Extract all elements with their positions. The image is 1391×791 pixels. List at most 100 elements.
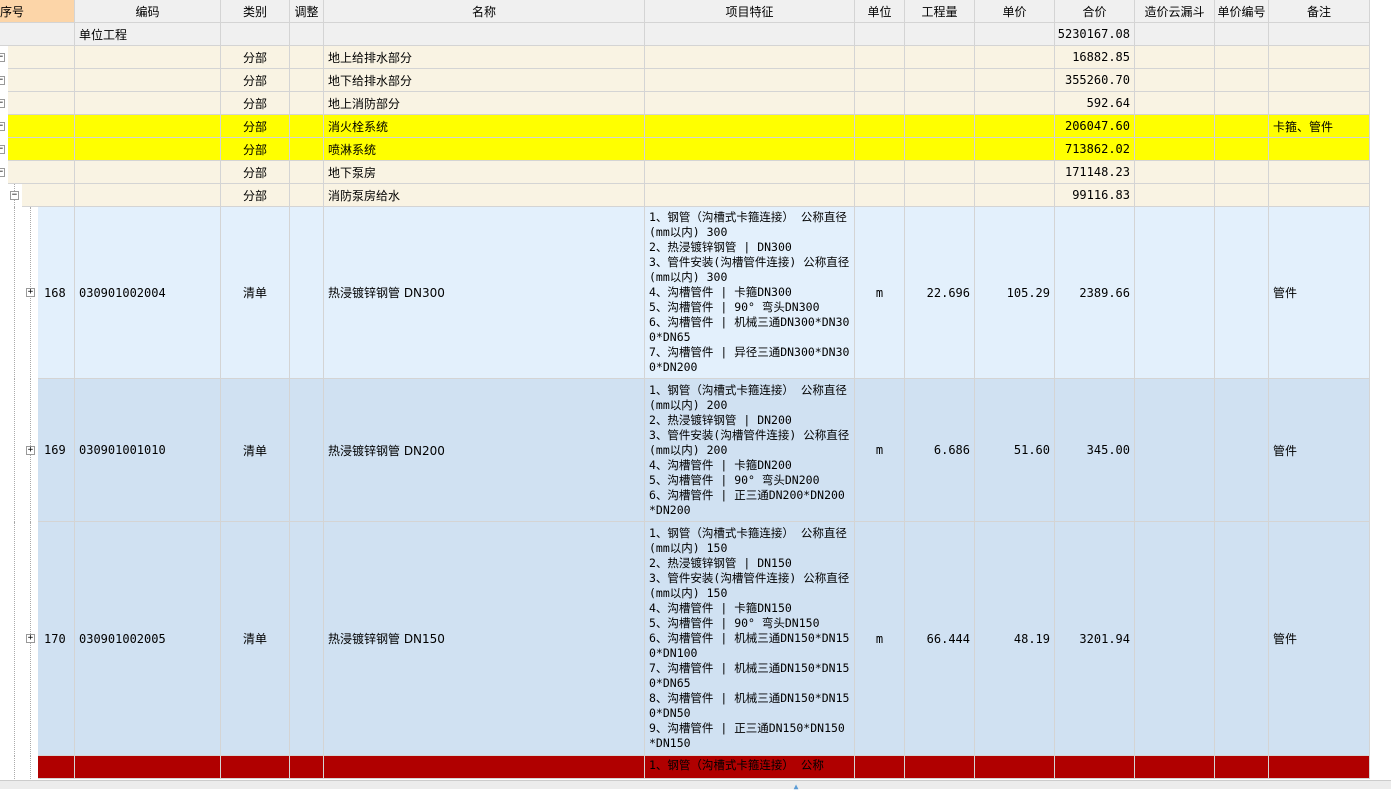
cell-type[interactable]: 分部 — [221, 69, 290, 92]
cell-adjust[interactable] — [290, 207, 324, 379]
cell-type[interactable] — [221, 23, 290, 46]
cell-price[interactable] — [975, 756, 1055, 779]
cell-total[interactable]: 99116.83 — [1055, 184, 1135, 207]
cell-cloud-funnel[interactable] — [1135, 69, 1215, 92]
cell-type[interactable]: 清单 — [221, 522, 290, 756]
cell-unit[interactable] — [855, 184, 905, 207]
cell-features[interactable] — [645, 92, 855, 115]
cell-qty[interactable] — [905, 69, 975, 92]
cell-code[interactable] — [75, 46, 221, 69]
cell-note[interactable] — [1269, 23, 1370, 46]
cell-type[interactable]: 清单 — [221, 207, 290, 379]
expand-plus-icon[interactable]: + — [26, 633, 35, 643]
cell-note[interactable] — [1269, 138, 1370, 161]
cell-note[interactable] — [1269, 184, 1370, 207]
cell-name[interactable]: 消防泵房给水 — [324, 184, 645, 207]
cell-total[interactable]: 5230167.08 — [1055, 23, 1135, 46]
scroll-arrow-icon[interactable]: ▲ — [793, 782, 799, 791]
section-row[interactable]: − 分部 地下给排水部分 355260.70 — [0, 69, 1370, 92]
cell-name[interactable]: 地上消防部分 — [324, 92, 645, 115]
cell-features[interactable]: 1、钢管（沟槽式卡箍连接） 公称直径(mm以内) 200 2、热浸镀锌钢管 | D… — [645, 379, 855, 522]
cell-features[interactable]: 1、钢管（沟槽式卡箍连接） 公称直径(mm以内) 150 2、热浸镀锌钢管 | D… — [645, 522, 855, 756]
collapse-minus-icon[interactable]: − — [0, 167, 5, 177]
cell-price-code[interactable] — [1215, 379, 1269, 522]
cell-price-code[interactable] — [1215, 184, 1269, 207]
cell-price-code[interactable] — [1215, 115, 1269, 138]
cell-price[interactable] — [975, 23, 1055, 46]
cell-features[interactable] — [645, 138, 855, 161]
cell-price[interactable]: 105.29 — [975, 207, 1055, 379]
cell-unit[interactable]: m — [855, 379, 905, 522]
cell-features[interactable] — [645, 161, 855, 184]
collapse-minus-icon[interactable]: − — [0, 144, 5, 154]
collapse-minus-icon[interactable]: − — [0, 98, 5, 108]
cell-features[interactable] — [645, 46, 855, 69]
cell-price[interactable] — [975, 92, 1055, 115]
cell-price-code[interactable] — [1215, 138, 1269, 161]
cell-unit[interactable] — [855, 69, 905, 92]
cell-note[interactable]: 卡箍、管件 — [1269, 115, 1370, 138]
cell-price-code[interactable] — [1215, 756, 1269, 779]
cell-price[interactable]: 51.60 — [975, 379, 1055, 522]
cell-seq[interactable]: − — [0, 161, 75, 184]
cell-adjust[interactable] — [290, 46, 324, 69]
cell-unit[interactable] — [855, 161, 905, 184]
cell-adjust[interactable] — [290, 115, 324, 138]
section-row[interactable]: − 分部 地下泵房 171148.23 — [0, 161, 1370, 184]
cell-price-code[interactable] — [1215, 207, 1269, 379]
cell-adjust[interactable] — [290, 69, 324, 92]
column-header-name[interactable]: 名称 — [324, 0, 645, 23]
cell-name[interactable] — [324, 23, 645, 46]
cell-total[interactable]: 713862.02 — [1055, 138, 1135, 161]
column-header-cloud-funnel[interactable]: 造价云漏斗 — [1135, 0, 1215, 23]
cell-name[interactable]: 热浸镀锌钢管 DN200 — [324, 379, 645, 522]
column-header-seq[interactable]: 序号 — [0, 0, 75, 23]
cell-seq[interactable]: − — [0, 115, 75, 138]
cell-qty[interactable]: 6.686 — [905, 379, 975, 522]
cell-type[interactable]: 分部 — [221, 138, 290, 161]
cell-qty[interactable] — [905, 161, 975, 184]
cell-adjust[interactable] — [290, 379, 324, 522]
cell-cloud-funnel[interactable] — [1135, 184, 1215, 207]
expand-plus-icon[interactable]: + — [26, 287, 35, 297]
cell-unit[interactable]: m — [855, 522, 905, 756]
cell-total[interactable]: 345.00 — [1055, 379, 1135, 522]
collapse-minus-icon[interactable]: − — [0, 52, 5, 62]
cell-name[interactable]: 喷淋系统 — [324, 138, 645, 161]
column-header-features[interactable]: 项目特征 — [645, 0, 855, 23]
cell-total[interactable]: 355260.70 — [1055, 69, 1135, 92]
cell-adjust[interactable] — [290, 184, 324, 207]
cell-cloud-funnel[interactable] — [1135, 522, 1215, 756]
cell-unit[interactable] — [855, 92, 905, 115]
cell-name[interactable]: 地上给排水部分 — [324, 46, 645, 69]
cell-price[interactable] — [975, 115, 1055, 138]
cell-type[interactable]: 分部 — [221, 92, 290, 115]
cell-code[interactable] — [75, 92, 221, 115]
cell-cloud-funnel[interactable] — [1135, 379, 1215, 522]
cell-seq[interactable]: 168 + — [0, 207, 75, 379]
column-header-type[interactable]: 类别 — [221, 0, 290, 23]
cell-type[interactable]: 清单 — [221, 379, 290, 522]
cell-adjust[interactable] — [290, 161, 324, 184]
item-row[interactable]: 169 +030901001010 清单 热浸镀锌钢管 DN200 1、钢管（沟槽式卡箍… — [0, 379, 1370, 522]
cell-adjust[interactable] — [290, 92, 324, 115]
cell-qty[interactable] — [905, 23, 975, 46]
cell-cloud-funnel[interactable] — [1135, 115, 1215, 138]
cell-note[interactable] — [1269, 756, 1370, 779]
cell-name[interactable]: 热浸镀锌钢管 DN150 — [324, 522, 645, 756]
cell-adjust[interactable] — [290, 23, 324, 46]
cell-cloud-funnel[interactable] — [1135, 46, 1215, 69]
cell-unit[interactable]: m — [855, 207, 905, 379]
cell-note[interactable] — [1269, 69, 1370, 92]
cell-name[interactable] — [324, 756, 645, 779]
cell-cloud-funnel[interactable] — [1135, 207, 1215, 379]
cell-seq[interactable]: − — [0, 184, 75, 207]
cell-adjust[interactable] — [290, 756, 324, 779]
cell-seq[interactable]: − — [0, 138, 75, 161]
cell-name[interactable]: 热浸镀锌钢管 DN300 — [324, 207, 645, 379]
horizontal-scrollbar[interactable]: ▲ — [0, 780, 1391, 791]
cell-total[interactable]: 592.64 — [1055, 92, 1135, 115]
cell-price[interactable] — [975, 138, 1055, 161]
column-header-price-code[interactable]: 单价编号 — [1215, 0, 1269, 23]
cell-qty[interactable] — [905, 92, 975, 115]
